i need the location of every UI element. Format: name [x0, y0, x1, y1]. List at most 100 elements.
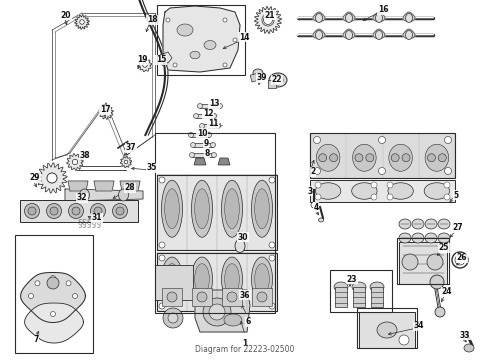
Circle shape	[269, 255, 275, 261]
Ellipse shape	[224, 189, 239, 229]
Ellipse shape	[425, 144, 449, 171]
Text: 9: 9	[203, 139, 209, 148]
Polygon shape	[24, 303, 83, 343]
Text: 11: 11	[208, 120, 218, 129]
Bar	[191, 133, 209, 137]
Circle shape	[73, 293, 77, 298]
Polygon shape	[65, 189, 143, 201]
Ellipse shape	[253, 69, 263, 77]
Ellipse shape	[316, 31, 322, 40]
Bar	[399, 242, 447, 284]
Text: 6: 6	[245, 318, 250, 327]
Polygon shape	[403, 12, 415, 22]
Text: 1: 1	[243, 338, 247, 347]
Text: 21: 21	[265, 10, 275, 19]
Circle shape	[211, 143, 216, 148]
Bar	[252, 288, 272, 306]
Circle shape	[311, 202, 317, 208]
Bar	[222, 288, 242, 306]
Bar	[330, 270, 392, 312]
Polygon shape	[163, 6, 240, 72]
Bar	[310, 133, 455, 178]
Circle shape	[50, 311, 55, 316]
Circle shape	[206, 132, 212, 138]
Circle shape	[402, 154, 410, 162]
Polygon shape	[21, 273, 85, 323]
Circle shape	[163, 308, 183, 328]
Circle shape	[94, 207, 102, 215]
Polygon shape	[120, 181, 140, 191]
Circle shape	[273, 75, 283, 85]
Polygon shape	[313, 12, 325, 22]
Circle shape	[212, 153, 217, 158]
Circle shape	[159, 177, 165, 183]
Circle shape	[80, 20, 84, 24]
Bar	[202, 124, 218, 128]
Circle shape	[378, 167, 386, 175]
Circle shape	[47, 173, 57, 183]
Text: 25: 25	[439, 243, 449, 252]
Text: 36: 36	[240, 291, 250, 300]
Polygon shape	[254, 6, 282, 33]
Circle shape	[194, 113, 198, 118]
Polygon shape	[94, 181, 114, 191]
Ellipse shape	[316, 183, 341, 199]
Text: 14: 14	[239, 32, 249, 41]
Circle shape	[314, 167, 320, 175]
Circle shape	[216, 123, 220, 129]
Circle shape	[168, 313, 178, 323]
Bar	[359, 312, 415, 348]
Circle shape	[197, 104, 202, 108]
Ellipse shape	[119, 189, 128, 201]
Polygon shape	[37, 163, 67, 193]
Ellipse shape	[406, 13, 413, 22]
Circle shape	[113, 203, 127, 219]
Polygon shape	[195, 290, 250, 332]
Circle shape	[35, 281, 40, 286]
Circle shape	[47, 203, 62, 219]
Circle shape	[444, 167, 451, 175]
Ellipse shape	[375, 31, 383, 40]
Text: 33: 33	[460, 330, 470, 339]
Ellipse shape	[438, 219, 450, 229]
Ellipse shape	[399, 219, 411, 229]
Circle shape	[159, 55, 165, 61]
Ellipse shape	[269, 73, 287, 87]
Text: 18: 18	[147, 15, 157, 24]
Circle shape	[143, 63, 147, 67]
Bar	[193, 143, 213, 147]
Bar	[192, 288, 212, 306]
Circle shape	[269, 242, 275, 248]
Bar	[157, 253, 277, 311]
Ellipse shape	[345, 31, 352, 40]
Text: 12: 12	[203, 109, 213, 118]
Circle shape	[315, 194, 321, 200]
Text: 13: 13	[209, 99, 219, 108]
Polygon shape	[218, 158, 230, 165]
Ellipse shape	[370, 282, 384, 292]
Bar	[162, 288, 182, 306]
Text: 7: 7	[33, 336, 39, 345]
Circle shape	[355, 154, 363, 162]
Bar	[196, 114, 214, 118]
Bar	[335, 287, 347, 307]
Text: 4: 4	[314, 202, 318, 211]
Text: 22: 22	[272, 76, 282, 85]
Circle shape	[430, 275, 444, 289]
Polygon shape	[67, 154, 83, 170]
Bar	[371, 287, 383, 307]
Bar	[200, 104, 220, 108]
Circle shape	[387, 182, 393, 188]
Ellipse shape	[162, 257, 182, 301]
Bar	[192, 153, 214, 157]
Circle shape	[199, 123, 204, 129]
Bar	[155, 265, 193, 300]
Text: 24: 24	[442, 288, 452, 297]
Polygon shape	[138, 58, 152, 72]
Polygon shape	[313, 29, 325, 39]
Polygon shape	[74, 15, 89, 30]
Ellipse shape	[177, 24, 193, 36]
Text: 28: 28	[124, 184, 135, 193]
Circle shape	[24, 203, 40, 219]
Ellipse shape	[197, 292, 207, 302]
